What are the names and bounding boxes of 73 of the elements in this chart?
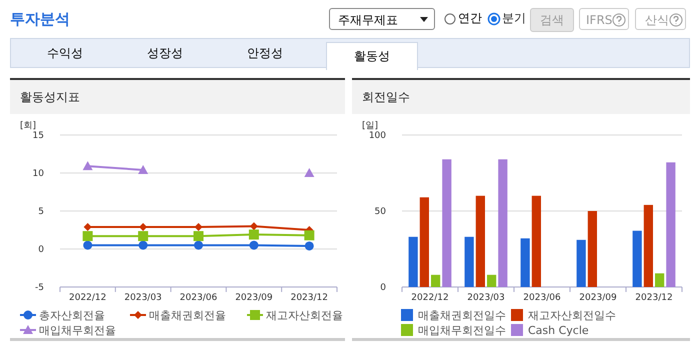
bar — [487, 274, 496, 287]
x-tick-label: 2023/03 — [124, 293, 162, 303]
text: IFRS — [579, 8, 629, 30]
bar — [576, 240, 586, 287]
y-tick-label: 10 — [32, 169, 44, 179]
x-tick-label: 2023/12 — [290, 293, 328, 303]
point — [138, 240, 148, 250]
point — [83, 240, 92, 250]
bar — [655, 273, 664, 287]
text: 안정성 — [246, 45, 284, 62]
point — [84, 222, 92, 231]
y-tick-label: 15 — [32, 131, 44, 141]
bar — [520, 238, 530, 287]
bar — [532, 196, 541, 287]
point — [194, 231, 204, 242]
x-tick-label: 2023/06 — [523, 293, 561, 303]
point — [82, 231, 93, 242]
legend-label: 총자산회전율 — [39, 309, 105, 322]
bar — [498, 159, 508, 287]
point — [248, 230, 259, 240]
bar — [431, 274, 440, 287]
point — [194, 222, 202, 231]
point — [138, 231, 148, 242]
text: 주재무제표 — [329, 8, 435, 30]
bar — [588, 211, 597, 287]
bar — [666, 162, 676, 287]
legend-label: 매입채무회전일수 — [418, 324, 506, 337]
text: 분기 — [502, 10, 526, 27]
text: 검색 — [530, 8, 574, 32]
point — [138, 164, 148, 174]
x-tick-label: 2023/03 — [467, 293, 505, 303]
y-axis-title: [일] — [362, 121, 378, 131]
bar — [476, 196, 485, 287]
legend-label: 매출채권회전일수 — [418, 309, 506, 322]
legend-label: 재고자산회전율 — [266, 309, 343, 322]
y-axis-title: [회] — [20, 121, 36, 131]
legend-label: Cash Cycle — [528, 324, 589, 337]
y-tick-label: 0 — [38, 245, 44, 255]
point — [82, 161, 93, 170]
point — [304, 241, 314, 250]
point — [194, 240, 203, 250]
text: 성장성 — [146, 45, 184, 62]
x-tick-label: 2023/12 — [635, 293, 673, 303]
y-tick-label: 5 — [38, 207, 44, 217]
chart-title: 회전일수 — [352, 80, 690, 114]
text: 수익성 — [46, 45, 84, 62]
bar — [464, 236, 474, 287]
x-tick-label: 2023/06 — [180, 293, 218, 303]
point — [304, 230, 314, 240]
bar — [408, 236, 418, 287]
y-tick-label: 0 — [380, 283, 386, 293]
x-tick-label: 2023/09 — [579, 293, 617, 303]
bar — [420, 197, 429, 287]
bar — [442, 159, 452, 287]
point — [304, 168, 314, 177]
chart-title: 활동성지표 — [10, 80, 345, 114]
text: 투자분석 — [10, 10, 70, 29]
point — [249, 240, 258, 250]
legend-label: 재고자산회전일수 — [528, 309, 616, 322]
y-tick-label: 100 — [368, 131, 386, 141]
text: 산식 — [635, 8, 686, 30]
text: 연간 — [458, 10, 482, 27]
point — [250, 222, 258, 230]
bar — [632, 230, 642, 287]
x-tick-label: 2023/09 — [235, 293, 273, 303]
text: 활동성 — [326, 42, 418, 70]
legend-label: 매출채권회전율 — [149, 309, 226, 322]
y-tick-label: 50 — [374, 207, 386, 217]
x-tick-label: 2022/12 — [69, 293, 106, 303]
x-tick-label: 2022/12 — [411, 293, 449, 303]
bar — [644, 204, 653, 287]
y-tick-label: -5 — [35, 283, 44, 293]
legend-label: 매입채무회전율 — [39, 324, 116, 337]
